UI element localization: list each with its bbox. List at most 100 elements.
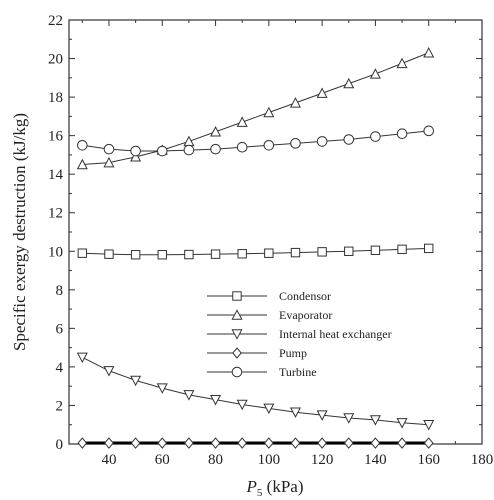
data-point-turbine (77, 139, 88, 151)
x-axis-ticks: 40 60 80 100 120 140 160 180 (81, 20, 494, 468)
plot-frame (68, 19, 483, 445)
x-tick-label: 140 (364, 452, 387, 468)
y-tick-label: 10 (48, 244, 63, 260)
data-point-evaporator (343, 77, 355, 89)
data-point-internal-heat-exchanger (236, 399, 248, 411)
y-tick-label: 2 (56, 398, 64, 414)
data-point-evaporator (396, 57, 408, 69)
legend-marker-turbine (231, 366, 243, 378)
x-tick-label: 160 (417, 452, 440, 468)
data-point-pump (130, 437, 141, 449)
x-axis-title-symbol: P (246, 477, 257, 496)
data-point-internal-heat-exchanger (103, 366, 115, 377)
data-point-pump (77, 437, 88, 449)
data-point-turbine (210, 143, 221, 155)
data-point-internal-heat-exchanger (76, 352, 88, 364)
data-point-condensor (104, 249, 114, 259)
data-point-evaporator (210, 126, 222, 137)
data-point-pump (263, 437, 274, 449)
data-point-evaporator (76, 158, 88, 170)
data-point-pump (397, 437, 407, 449)
series-pump (77, 437, 434, 449)
x-tick-label: 120 (311, 452, 334, 468)
data-point-evaporator (316, 87, 328, 98)
y-tick-label: 8 (56, 283, 64, 299)
data-point-turbine (423, 125, 435, 137)
legend-marker-evaporator (231, 309, 243, 320)
data-point-internal-heat-exchanger (343, 413, 355, 424)
y-tick-label: 20 (48, 52, 63, 68)
data-point-internal-heat-exchanger (423, 420, 435, 431)
legend-label-internal-heat-exchanger: Internal heat exchanger (279, 327, 392, 341)
y-tick-label: 18 (48, 90, 63, 106)
legend-label-condensor: Condensor (279, 289, 331, 303)
x-axis-title-unit: (kPa) (262, 477, 303, 496)
data-point-condensor (370, 245, 381, 256)
data-point-condensor (77, 248, 88, 258)
data-point-condensor (290, 247, 301, 258)
legend-label-turbine: Turbine (279, 365, 317, 379)
series-line-internal-heat-exchanger (82, 356, 429, 426)
legend-marker-condensor (232, 291, 242, 301)
y-axis-title: Specific exergy destruction (kJ/kg) (10, 113, 29, 351)
y-tick-label: 0 (56, 437, 64, 453)
data-point-condensor (424, 243, 434, 254)
data-point-condensor (344, 246, 354, 256)
data-point-evaporator (103, 156, 115, 168)
data-point-evaporator (263, 106, 275, 118)
data-point-evaporator (183, 135, 195, 147)
data-point-pump (157, 437, 168, 449)
data-point-condensor (130, 250, 141, 260)
x-tick-label: 40 (101, 452, 116, 468)
series-turbine (77, 125, 435, 157)
y-tick-label: 4 (56, 360, 64, 376)
data-point-pump (210, 437, 221, 449)
y-tick-label: 22 (48, 13, 63, 29)
data-point-turbine (343, 134, 355, 145)
data-point-turbine (130, 145, 141, 157)
data-point-internal-heat-exchanger (289, 407, 302, 418)
x-axis-title: P5 (kPa) (246, 477, 304, 499)
data-point-pump (343, 437, 354, 449)
series-layer (76, 46, 435, 449)
x-tick-label: 80 (208, 452, 223, 468)
data-point-evaporator (423, 46, 435, 58)
y-tick-label: 16 (48, 129, 64, 145)
data-point-condensor (237, 249, 247, 259)
data-point-pump (290, 437, 301, 449)
data-point-evaporator (236, 116, 248, 127)
data-point-evaporator (289, 97, 302, 108)
y-tick-label: 14 (48, 167, 64, 183)
data-point-internal-heat-exchanger (369, 415, 381, 426)
data-point-condensor (397, 244, 407, 255)
data-point-internal-heat-exchanger (263, 403, 275, 415)
data-point-turbine (103, 143, 115, 155)
legend-marker-internal-heat-exchanger (231, 329, 243, 340)
x-tick-label: 100 (258, 452, 281, 468)
data-point-pump (317, 437, 327, 449)
data-point-condensor (317, 247, 327, 257)
data-point-internal-heat-exchanger (130, 375, 142, 387)
data-point-pump (184, 437, 194, 449)
data-point-condensor (157, 250, 167, 260)
y-tick-label: 12 (48, 206, 63, 222)
legend-label-evaporator: Evaporator (279, 308, 332, 322)
legend-marker-pump (232, 347, 242, 359)
data-point-internal-heat-exchanger (183, 390, 195, 401)
x-tick-label: 180 (471, 452, 494, 468)
legend-label-pump: Pump (279, 346, 307, 360)
y-axis-ticks: 0 2 4 6 8 10 12 14 16 18 20 22 (48, 13, 482, 453)
data-point-condensor (184, 249, 194, 260)
legend: Condensor Evaporator Internal heat exchang… (207, 289, 392, 379)
series-line-evaporator (82, 52, 429, 166)
data-point-pump (237, 437, 248, 449)
data-point-turbine (396, 128, 408, 140)
y-tick-label: 6 (56, 321, 64, 337)
data-point-turbine (263, 139, 275, 151)
x-tick-label: 60 (155, 452, 170, 468)
data-point-evaporator (130, 151, 142, 162)
data-point-turbine (236, 141, 248, 153)
series-evaporator (76, 46, 435, 170)
data-point-internal-heat-exchanger (156, 383, 168, 394)
